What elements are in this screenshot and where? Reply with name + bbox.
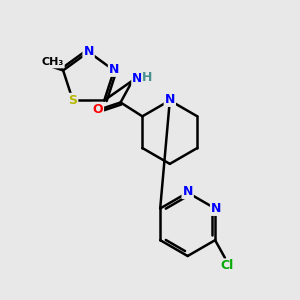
Text: O: O — [92, 103, 103, 116]
Text: Cl: Cl — [220, 260, 234, 272]
Text: N: N — [132, 72, 142, 85]
Text: H: H — [142, 71, 152, 84]
Text: N: N — [83, 45, 94, 58]
Text: S: S — [68, 94, 77, 107]
Text: N: N — [211, 202, 221, 215]
Text: N: N — [109, 63, 119, 76]
Text: CH₃: CH₃ — [42, 57, 64, 68]
Text: N: N — [165, 93, 175, 106]
Text: N: N — [182, 185, 193, 198]
